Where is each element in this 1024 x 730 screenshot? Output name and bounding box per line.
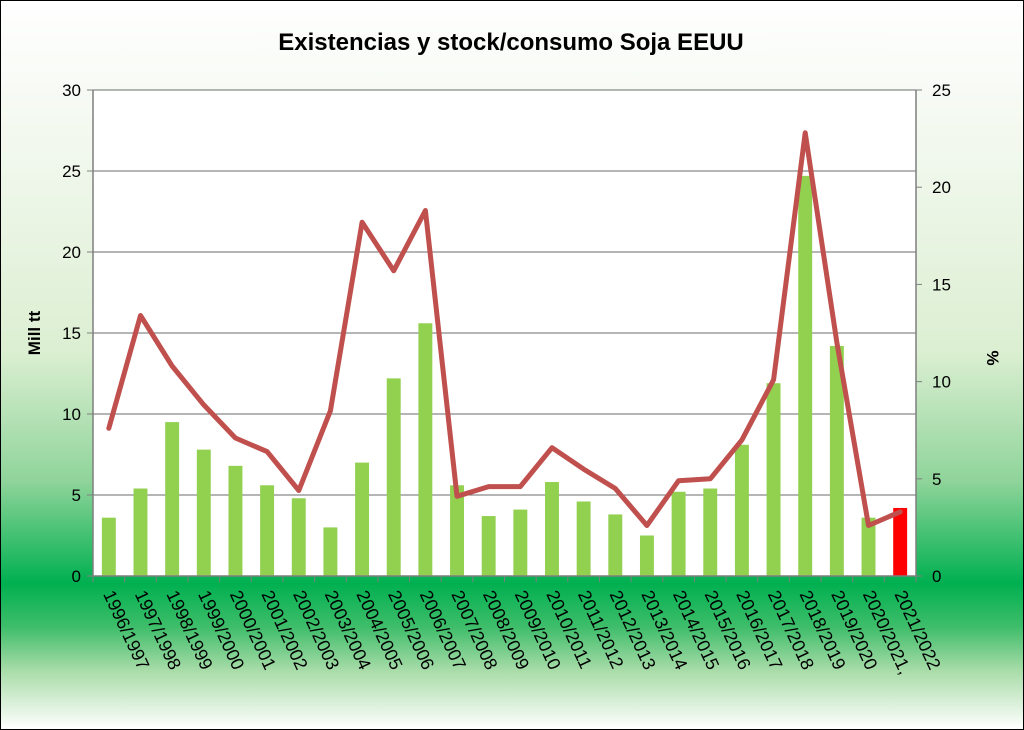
bar-series <box>101 175 908 577</box>
bar-2006/2007 <box>418 323 433 576</box>
y2-axis-label: % <box>983 350 1002 365</box>
y-tick-label: 20 <box>62 243 81 262</box>
chart-title: Existencias y stock/consumo Soja EEUU <box>278 29 744 56</box>
bar-2002/2003 <box>291 498 306 576</box>
bar-2014/2015 <box>671 491 686 576</box>
bar-2013/2014 <box>639 535 654 576</box>
bar-2019/2020 <box>829 345 844 576</box>
y2-tick-label: 20 <box>932 178 951 197</box>
bar-2015/2016 <box>703 488 718 576</box>
y-tick-label: 30 <box>62 81 81 100</box>
right-axis-ticks: 0 5 10 15 20 25 <box>932 81 951 586</box>
bar-2001/2002 <box>260 485 275 576</box>
bar-2000/2001 <box>228 465 243 576</box>
bar-2016/2017 <box>734 444 749 576</box>
bar-2011/2012 <box>576 501 591 576</box>
y2-tick-label: 0 <box>932 567 941 586</box>
y-tick-label: 25 <box>62 162 81 181</box>
bar-2018/2019 <box>798 175 813 577</box>
bar-1998/1999 <box>165 422 180 576</box>
y-tick-label: 15 <box>62 324 81 343</box>
category-labels: 1996/19971997/19981998/19991999/20002000… <box>99 587 944 677</box>
bar-2009/2010 <box>513 509 528 576</box>
bar-2021/2022 <box>893 507 908 576</box>
bar-2020/2021, <box>861 517 876 576</box>
y-axis-label: Mill tt <box>25 310 44 355</box>
bar-2008/2009 <box>481 516 496 576</box>
stock-consumption-line <box>106 130 903 528</box>
bar-1997/1998 <box>133 488 148 576</box>
bar-2005/2006 <box>386 378 401 576</box>
bar-1999/2000 <box>196 449 211 576</box>
bar-2012/2013 <box>608 514 623 576</box>
bar-2017/2018 <box>766 383 781 576</box>
y2-tick-label: 25 <box>932 81 951 100</box>
left-axis-ticks: 0 5 10 15 20 25 30 <box>62 81 81 586</box>
y-tick-label: 0 <box>72 567 81 586</box>
bar-2010/2011 <box>545 482 559 576</box>
y-tick-label: 5 <box>72 486 81 505</box>
y2-tick-label: 10 <box>932 373 951 392</box>
y2-tick-label: 5 <box>932 470 941 489</box>
bar-2007/2008 <box>450 485 464 576</box>
y2-tick-label: 15 <box>932 275 951 294</box>
bar-2004/2005 <box>355 462 370 576</box>
bar-1996/1997 <box>101 517 116 576</box>
y-tick-label: 10 <box>62 405 81 424</box>
line-series <box>106 130 903 528</box>
bar-2003/2004 <box>323 527 338 576</box>
axes <box>87 89 922 582</box>
